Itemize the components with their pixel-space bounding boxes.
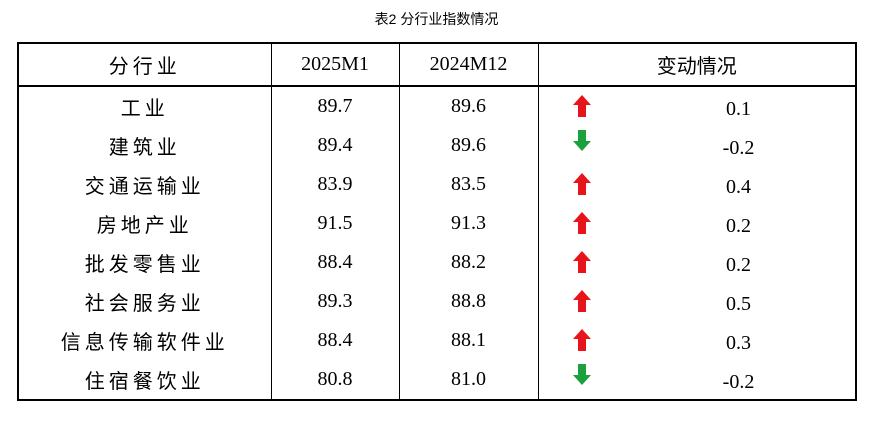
change-cell: 0.4 xyxy=(537,165,857,204)
value-cell: 91.3 xyxy=(398,204,539,243)
change-cell: 0.1 xyxy=(537,86,857,126)
value-cell: 88.2 xyxy=(398,243,539,282)
table-row: 房地产业 91.5 91.3 0.2 xyxy=(17,204,857,243)
table-body: 工业 89.7 89.6 0.1 建筑业 89.4 89.6 -0.2 交通运输业 83.9 83.… xyxy=(17,86,857,400)
value-cell: 91.5 xyxy=(270,204,400,243)
value-cell: 88.8 xyxy=(398,282,539,321)
value-cell: 88.1 xyxy=(398,321,539,360)
arrow-shape xyxy=(572,130,591,151)
category-cell: 工业 xyxy=(17,86,272,126)
category-cell: 社会服务业 xyxy=(17,282,272,321)
change-cell: -0.2 xyxy=(537,360,857,400)
value-cell: 81.0 xyxy=(398,360,539,400)
table-row: 信息传输软件业 88.4 88.1 0.3 xyxy=(17,321,857,360)
change-value: 0.3 xyxy=(726,332,751,354)
up-arrow xyxy=(572,329,591,351)
header-cell: 2024M12 xyxy=(398,43,539,87)
category-cell: 建筑业 xyxy=(17,126,272,165)
value-cell: 83.9 xyxy=(270,165,400,204)
arrow-shape xyxy=(572,95,591,117)
change-value: 0.5 xyxy=(726,293,751,315)
category-cell: 交通运输业 xyxy=(17,165,272,204)
table-title: 表2 分行业指数情况 xyxy=(374,11,499,27)
table-row: 住宿餐饮业 80.8 81.0 -0.2 xyxy=(17,360,857,400)
arrow-shape xyxy=(572,364,591,385)
header-row: 分行业 2025M1 2024M12 变动情况 xyxy=(17,43,857,87)
up-arrow xyxy=(572,290,591,312)
arrow-shape xyxy=(572,329,591,351)
change-value: 0.1 xyxy=(726,98,751,120)
header-cell: 2025M1 xyxy=(270,43,400,87)
arrow-shape xyxy=(572,173,591,195)
table-row: 交通运输业 83.9 83.5 0.4 xyxy=(17,165,857,204)
header-cell: 变动情况 xyxy=(537,43,857,87)
value-cell: 88.4 xyxy=(270,243,400,282)
change-cell: 0.2 xyxy=(537,243,857,282)
up-arrow xyxy=(572,173,591,195)
value-cell: 88.4 xyxy=(270,321,400,360)
arrow-shape xyxy=(572,212,591,234)
down-arrow xyxy=(572,364,591,385)
index-table: 分行业 2025M1 2024M12 变动情况 工业 89.7 89.6 0.1 建筑业 89.… xyxy=(17,42,857,401)
header-cell: 分行业 xyxy=(17,43,272,87)
change-value: 0.4 xyxy=(726,176,751,198)
value-cell: 89.7 xyxy=(270,86,400,126)
change-value: -0.2 xyxy=(722,371,755,393)
value-cell: 89.6 xyxy=(398,86,539,126)
change-value: 0.2 xyxy=(726,215,751,237)
change-value: 0.2 xyxy=(726,254,751,276)
category-cell: 信息传输软件业 xyxy=(17,321,272,360)
arrow-shape xyxy=(572,251,591,273)
table-row: 社会服务业 89.3 88.8 0.5 xyxy=(17,282,857,321)
value-cell: 89.4 xyxy=(270,126,400,165)
value-cell: 89.6 xyxy=(398,126,539,165)
category-cell: 住宿餐饮业 xyxy=(17,360,272,400)
category-cell: 房地产业 xyxy=(17,204,272,243)
down-arrow xyxy=(572,130,591,151)
change-cell: 0.3 xyxy=(537,321,857,360)
change-value: -0.2 xyxy=(722,137,755,159)
up-arrow xyxy=(572,95,591,117)
category-cell: 批发零售业 xyxy=(17,243,272,282)
change-cell: -0.2 xyxy=(537,126,857,165)
value-cell: 83.5 xyxy=(398,165,539,204)
up-arrow xyxy=(572,251,591,273)
arrow-shape xyxy=(572,290,591,312)
table-row: 建筑业 89.4 89.6 -0.2 xyxy=(17,126,857,165)
change-cell: 0.2 xyxy=(537,204,857,243)
value-cell: 89.3 xyxy=(270,282,400,321)
up-arrow xyxy=(572,212,591,234)
table-row: 工业 89.7 89.6 0.1 xyxy=(17,86,857,126)
table-row: 批发零售业 88.4 88.2 0.2 xyxy=(17,243,857,282)
value-cell: 80.8 xyxy=(270,360,400,400)
change-cell: 0.5 xyxy=(537,282,857,321)
